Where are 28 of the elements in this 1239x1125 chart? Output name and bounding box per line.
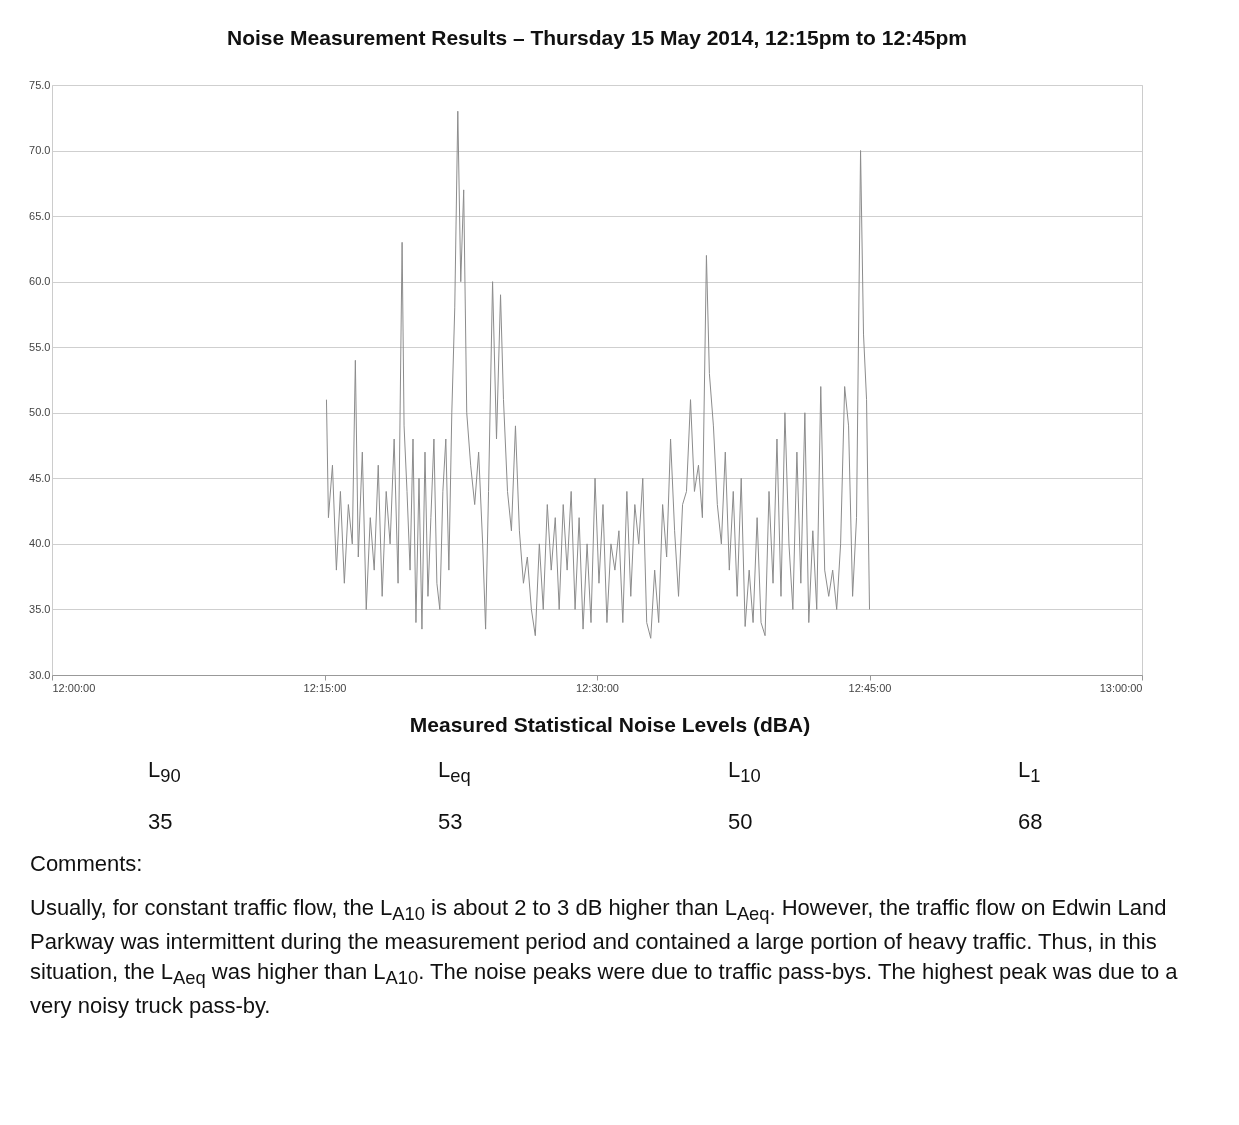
text: Measured Statistical Noise Levels (dBA) (408, 713, 812, 737)
text: Comments: (30, 850, 144, 879)
data-label: 50 (727, 809, 754, 836)
chart-title: Noise Measurement Results – Thursday 15 May 2014, 12:15pm to 12:45pm (227, 26, 967, 49)
y-tick-label: 70.0 (29, 144, 51, 157)
y-tick-label: 50.0 (29, 406, 51, 419)
category-label: L$_{1}$ (1017, 757, 1042, 788)
y-tick-label: 55.0 (29, 340, 51, 353)
y-tick-label: 45.0 (29, 471, 51, 484)
x-tick-label: 12:15:00 (303, 681, 347, 694)
line-series (325, 110, 870, 639)
category-label: L$_{eq}$ (437, 757, 472, 788)
x-tick-label: 12:00:00 (52, 681, 96, 694)
data-label: 35 (147, 809, 174, 836)
text: Usually, for constant traffic flow, the L$_{A10}$ is about 2 to 3 dB higher than L$_{Aeq}$. However, the traffic flow on Edwin Land Parkway was intermittent during the measurement period and contained a large portion of heavy traffic. Thus, in this situation, the L$_{Aeq}$ was higher than L$_{A10}$. The noise peaks were due to traffic pass-bys. The highest peak was due to a very noisy truck pass-by. (30, 895, 1178, 1019)
category-label: L$_{10}$ (727, 757, 762, 788)
data-label: 53 (437, 809, 464, 836)
y-tick-label: 60.0 (29, 275, 51, 288)
x-tick-label: 13:00:00 (1099, 681, 1143, 694)
x-tick-label: 12:45:00 (848, 681, 892, 694)
x-tick-label: 12:30:00 (576, 681, 619, 694)
y-tick-label: 75.0 (29, 78, 51, 91)
category-label: L$_{90}$ (147, 757, 182, 788)
y-tick-label: 35.0 (29, 602, 51, 615)
y-tick-label: 65.0 (29, 209, 51, 222)
data-label: 68 (1017, 809, 1044, 836)
y-tick-label: 30.0 (29, 668, 51, 681)
y-tick-label: 40.0 (29, 537, 51, 550)
